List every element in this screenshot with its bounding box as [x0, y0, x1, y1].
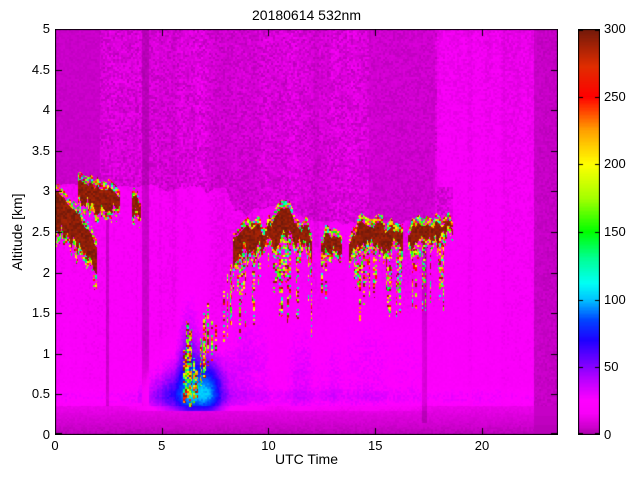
y-tick-label: 4	[42, 102, 50, 118]
colorbar-tick-label: 200	[604, 156, 626, 172]
heatmap-canvas	[55, 29, 558, 435]
y-tick-label: 3.5	[31, 142, 50, 158]
y-tick-label: 0.5	[31, 386, 50, 402]
chart-title: 20180614 532nm	[252, 7, 361, 23]
colorbar-tick-label: 150	[604, 224, 626, 239]
x-tick-label: 10	[261, 438, 276, 453]
y-tick-label: 2.5	[31, 224, 50, 239]
colorbar-tick-label: 50	[604, 359, 619, 375]
colorbar-tick-label: 300	[604, 21, 626, 36]
y-tick-label: 3	[42, 183, 50, 199]
colorbar-canvas	[578, 29, 600, 435]
y-tick-label: 2	[42, 264, 50, 280]
x-tick-label: 20	[474, 438, 490, 453]
x-tick-label: 15	[368, 438, 383, 453]
colorbar-tick-label: 100	[604, 291, 626, 307]
x-tick-label: 5	[158, 438, 166, 453]
x-tick-label: 0	[51, 438, 59, 453]
y-tick-label: 5	[42, 21, 50, 36]
y-tick-label: 1.5	[31, 305, 50, 321]
colorbar-tick-label: 250	[604, 88, 626, 104]
y-tick-label: 1	[42, 345, 50, 361]
colorbar-tick-label: 0	[604, 427, 612, 442]
y-tick-label: 0	[42, 427, 50, 442]
x-axis-label: UTC Time	[275, 451, 338, 467]
y-tick-label: 4.5	[31, 61, 50, 77]
